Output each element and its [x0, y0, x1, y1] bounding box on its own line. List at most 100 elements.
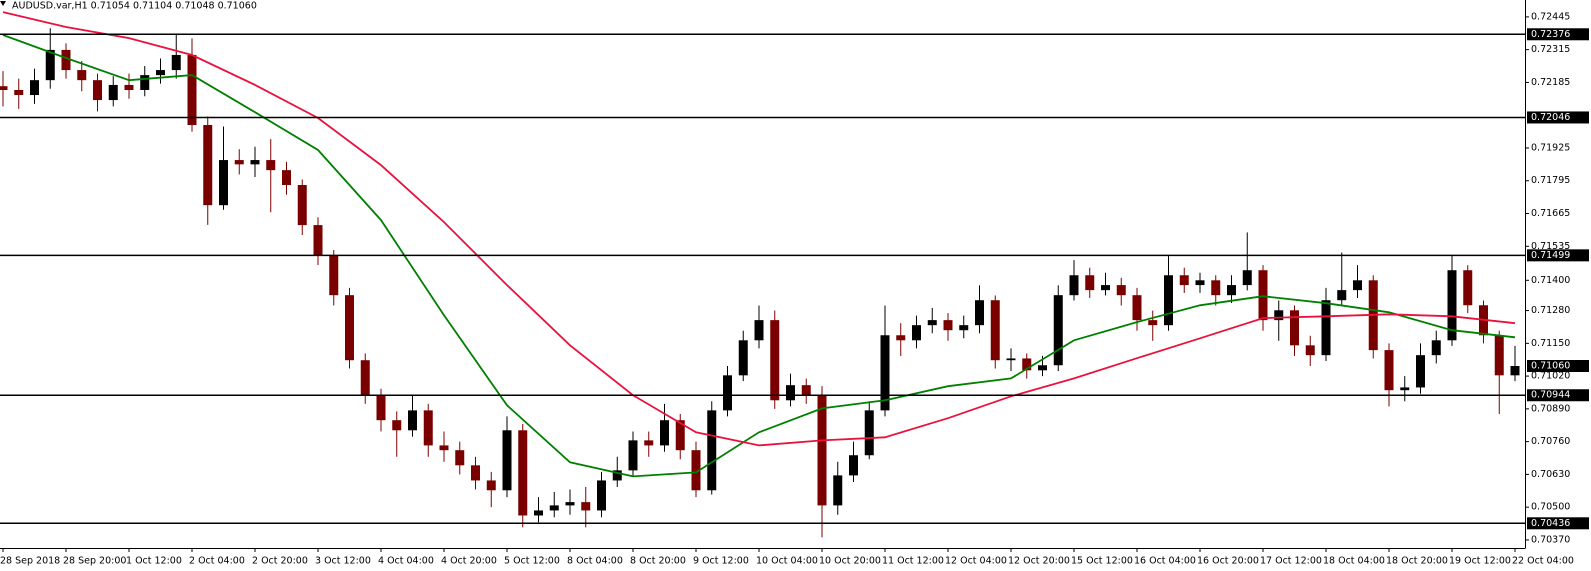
candle-body	[943, 320, 953, 331]
candle-body	[360, 360, 370, 396]
candle-body	[1431, 340, 1441, 356]
candle-body	[1164, 275, 1173, 326]
candle-body	[612, 470, 622, 481]
candle-body	[864, 410, 874, 456]
candle-body	[1321, 300, 1331, 356]
candle-body	[1290, 310, 1299, 346]
candle-body	[628, 440, 638, 471]
level-label-bg	[1527, 389, 1589, 402]
last-price-label: 0.71060	[1531, 361, 1570, 372]
candle-body	[927, 320, 937, 326]
candle-body	[581, 502, 591, 511]
candle-body	[990, 300, 1000, 361]
candle-body	[1211, 280, 1221, 296]
y-tick-label: 0.72445	[1531, 11, 1570, 22]
candle-body	[534, 510, 543, 516]
x-tick-label: 17 Oct 12:00	[1260, 556, 1322, 567]
y-tick-label: 0.70370	[1531, 534, 1570, 545]
candle-body	[1463, 270, 1473, 306]
candle-body	[1337, 290, 1347, 301]
y-tick-label: 0.71150	[1531, 338, 1570, 349]
x-tick-label: 19 Oct 12:00	[1449, 556, 1511, 567]
y-tick-label: 0.70890	[1531, 403, 1570, 414]
candle-body	[1022, 358, 1032, 371]
y-tick-label: 0.71020	[1531, 371, 1570, 382]
y-tick-label: 0.71400	[1531, 275, 1570, 286]
candle-body	[801, 385, 811, 396]
candle-body	[975, 300, 984, 326]
plot	[0, 11, 1525, 538]
candle-body	[376, 395, 386, 421]
ticks: 0.72445 0.72315 0.72185 0.71925 0.71795 0.716…	[0, 11, 1574, 566]
candle-body	[266, 160, 276, 171]
candle-body	[329, 255, 339, 296]
candle-body	[1510, 366, 1520, 376]
x-tick-label: 5 Oct 12:00	[504, 556, 560, 567]
x-tick-label: 10 Oct 20:00	[819, 556, 881, 567]
candle-body	[518, 430, 528, 516]
candle-body	[770, 320, 780, 401]
candle-body	[1447, 270, 1457, 341]
candle-body	[77, 70, 87, 81]
level-label-bg	[1527, 249, 1589, 262]
x-tick-label: 10 Oct 04:00	[756, 556, 818, 567]
level-label-bg	[1527, 517, 1589, 530]
candle-body	[250, 160, 260, 165]
y-tick-label: 0.70760	[1531, 436, 1570, 447]
candle-body	[896, 335, 906, 341]
candle-body	[1006, 358, 1016, 361]
candle-body	[644, 440, 654, 446]
candle-body	[660, 420, 669, 446]
y-tick-label: 0.72315	[1531, 44, 1570, 55]
level-label: 0.72046	[1531, 112, 1570, 123]
x-tick-label: 16 Oct 20:00	[1197, 556, 1259, 567]
candle-body	[486, 480, 496, 491]
y-tick-label: 0.71925	[1531, 142, 1570, 153]
x-tick-label: 28 Sep 20:00	[63, 556, 126, 567]
labels: 0.72376 0.72046 0.71499 0.70944 0.70436 0.710…	[1527, 28, 1589, 530]
candle-body	[1384, 350, 1394, 391]
moving-average	[2, 34, 1516, 478]
y-tick-label: 0.70500	[1531, 502, 1570, 513]
candle-body	[849, 455, 858, 476]
candle-body	[1195, 280, 1205, 286]
candle-body	[1116, 285, 1126, 296]
x-tick-label: 3 Oct 12:00	[315, 556, 371, 567]
candle-body	[140, 75, 150, 90]
x-tick-label: 22 Oct 04:00	[1512, 556, 1574, 567]
x-tick-label: 15 Oct 12:00	[1071, 556, 1133, 567]
candle-body	[1400, 387, 1410, 391]
level-label: 0.70944	[1531, 390, 1570, 401]
title-marker	[0, 1, 6, 6]
candle-body	[187, 54, 197, 126]
candle-body	[1353, 280, 1362, 291]
candle-body	[723, 375, 732, 411]
level-label: 0.71499	[1531, 250, 1570, 261]
candle-body	[1179, 275, 1189, 286]
candle-body	[565, 502, 575, 506]
level-label: 0.72376	[1531, 29, 1570, 40]
candle-body	[1053, 295, 1063, 366]
candle-body	[392, 420, 402, 431]
x-tick-label: 4 Oct 04:00	[378, 556, 434, 567]
x-tick-label: 1 Oct 12:00	[126, 556, 182, 567]
candle-body	[423, 410, 433, 446]
candle-body	[833, 475, 843, 506]
level-label-bg	[1527, 28, 1589, 41]
candle-body	[108, 84, 118, 101]
last-price-bg	[1527, 360, 1589, 373]
candle-body	[61, 49, 71, 71]
candle-body	[1085, 275, 1095, 291]
candle-body	[156, 70, 165, 76]
candle-body	[549, 505, 559, 511]
candle-body	[707, 410, 717, 491]
x-tick-label: 2 Oct 04:00	[189, 556, 245, 567]
candle-body	[1069, 275, 1079, 296]
x-tick-label: 18 Oct 20:00	[1386, 556, 1448, 567]
candle-body	[455, 450, 465, 466]
moving-average	[2, 11, 1516, 447]
candle-body	[345, 295, 354, 361]
x-tick-label: 4 Oct 20:00	[441, 556, 497, 567]
candle-body	[1038, 365, 1047, 371]
